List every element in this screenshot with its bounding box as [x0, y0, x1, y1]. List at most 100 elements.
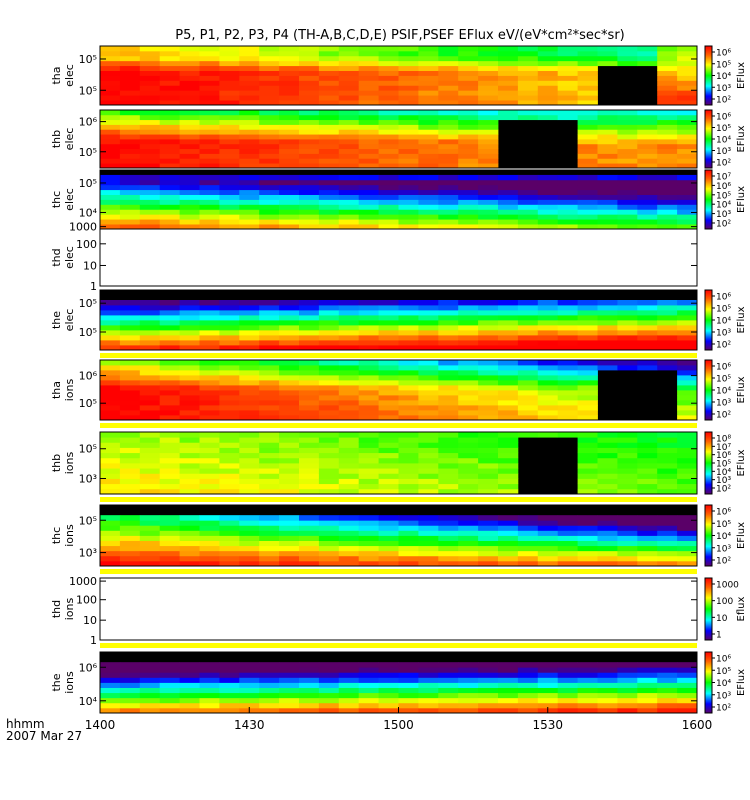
spectrogram-cell	[159, 415, 180, 421]
spectrogram-cell	[318, 204, 340, 210]
spectrogram-cell	[478, 473, 499, 479]
spectrogram-cell	[498, 335, 519, 341]
spectrogram-cell	[100, 184, 121, 191]
spectrogram-cell	[617, 447, 638, 454]
spectrogram-cell	[557, 677, 578, 683]
spectrogram-cell	[119, 174, 141, 181]
spectrogram-cell	[597, 153, 618, 159]
spectrogram-cell	[199, 447, 220, 454]
spectrogram-cell	[677, 335, 698, 341]
spectrogram-cell	[637, 483, 658, 490]
spectrogram-cell	[199, 345, 220, 351]
spectrogram-cell	[597, 310, 618, 316]
spectrogram-cell	[657, 214, 678, 220]
spectrogram-cell	[378, 530, 399, 536]
spectrogram-cell	[279, 395, 300, 401]
spectrogram-cell	[119, 370, 141, 376]
spectrogram-cell	[597, 697, 618, 704]
colorbar-tick-label: 10	[716, 614, 728, 624]
spectrogram-cell	[378, 315, 399, 321]
spectrogram-cell	[657, 60, 678, 67]
spectrogram-cell	[100, 119, 121, 125]
spectrogram-cell	[557, 179, 578, 186]
spectrogram-cell	[179, 80, 200, 86]
spectrogram-cell	[398, 214, 419, 220]
spectrogram-cell	[299, 530, 320, 536]
spectrogram-cell	[358, 483, 379, 490]
spectrogram-cell	[159, 95, 180, 101]
spectrogram-cell	[299, 119, 320, 125]
spectrogram-cell	[458, 692, 479, 699]
spectrogram-cell	[119, 139, 141, 145]
spectrogram-cell	[259, 194, 280, 200]
panel-species-label: ions	[63, 451, 76, 474]
spectrogram-cell	[418, 555, 439, 562]
spectrogram-cell	[557, 390, 578, 396]
spectrogram-cell	[338, 400, 360, 406]
spectrogram-cell	[119, 65, 141, 71]
spectrogram-cell	[677, 124, 698, 130]
spectrogram-cell	[438, 530, 459, 536]
spectrogram-cell	[557, 325, 578, 331]
spectrogram-cell	[239, 70, 260, 76]
spectrogram-cell	[498, 560, 519, 567]
spectrogram-cell	[657, 550, 678, 557]
spectrogram-cell	[358, 163, 379, 169]
spectrogram-cell	[557, 55, 578, 62]
spectrogram-cell	[179, 335, 200, 341]
spectrogram-cell	[318, 224, 340, 230]
spectrogram-cell	[677, 209, 698, 215]
spectrogram-cell	[438, 100, 459, 106]
spectrogram-cell	[398, 390, 419, 396]
spectrogram-cell	[358, 667, 379, 673]
spectrogram-cell	[338, 163, 360, 169]
spectrogram-cell	[557, 692, 578, 699]
spectrogram-cell	[259, 672, 280, 678]
spectrogram-cell	[398, 224, 419, 230]
spectrogram-cell	[517, 80, 539, 86]
spectrogram-cell	[537, 385, 559, 391]
spectrogram-cell	[119, 70, 141, 76]
spectrogram-cell	[199, 380, 220, 386]
spectrogram-cell	[438, 75, 459, 81]
spectrogram-cell	[119, 545, 141, 552]
spectrogram-cell	[517, 672, 539, 678]
spectrogram-cell	[338, 320, 360, 326]
spectrogram-cell	[159, 224, 180, 230]
spectrogram-cell	[657, 437, 678, 443]
spectrogram-cell	[318, 555, 340, 562]
spectrogram-cell	[378, 702, 399, 709]
colorbar-tick-label: 10⁴	[716, 468, 731, 478]
spectrogram-cell	[398, 139, 419, 145]
spectrogram-cell	[219, 677, 240, 683]
spectrogram-cell	[478, 153, 499, 159]
spectrogram-cell	[179, 60, 200, 67]
spectrogram-cell	[478, 415, 499, 421]
spectrogram-cell	[577, 437, 598, 443]
spectrogram-cell	[259, 310, 280, 316]
spectrogram-cell	[179, 174, 200, 181]
spectrogram-cell	[478, 110, 499, 116]
spectrogram-cell	[100, 410, 121, 416]
spectrogram-cell	[119, 707, 141, 714]
spectrogram-cell	[338, 682, 360, 688]
spectrogram-cell	[279, 400, 300, 406]
spectrogram-cell	[657, 310, 678, 316]
spectrogram-cell	[378, 365, 399, 371]
spectrogram-cell	[438, 540, 459, 547]
spectrogram-cell	[438, 335, 459, 341]
spectrogram-cell	[418, 400, 439, 406]
spectrogram-cell	[438, 345, 459, 351]
spectrogram-cell	[318, 184, 340, 191]
spectrogram-cell	[617, 345, 638, 351]
spectrogram-cell	[378, 463, 399, 469]
spectrogram-cell	[179, 457, 200, 464]
spectrogram-cell	[119, 219, 141, 225]
spectrogram-cell	[458, 163, 479, 169]
colorbar-tick-label: 10⁴	[716, 532, 731, 542]
spectrogram-cell	[179, 468, 200, 474]
spectrogram-cell	[219, 75, 240, 81]
spectrogram-cell	[378, 555, 399, 562]
spectrogram-cell	[139, 515, 161, 521]
spectrogram-cell	[418, 80, 439, 86]
